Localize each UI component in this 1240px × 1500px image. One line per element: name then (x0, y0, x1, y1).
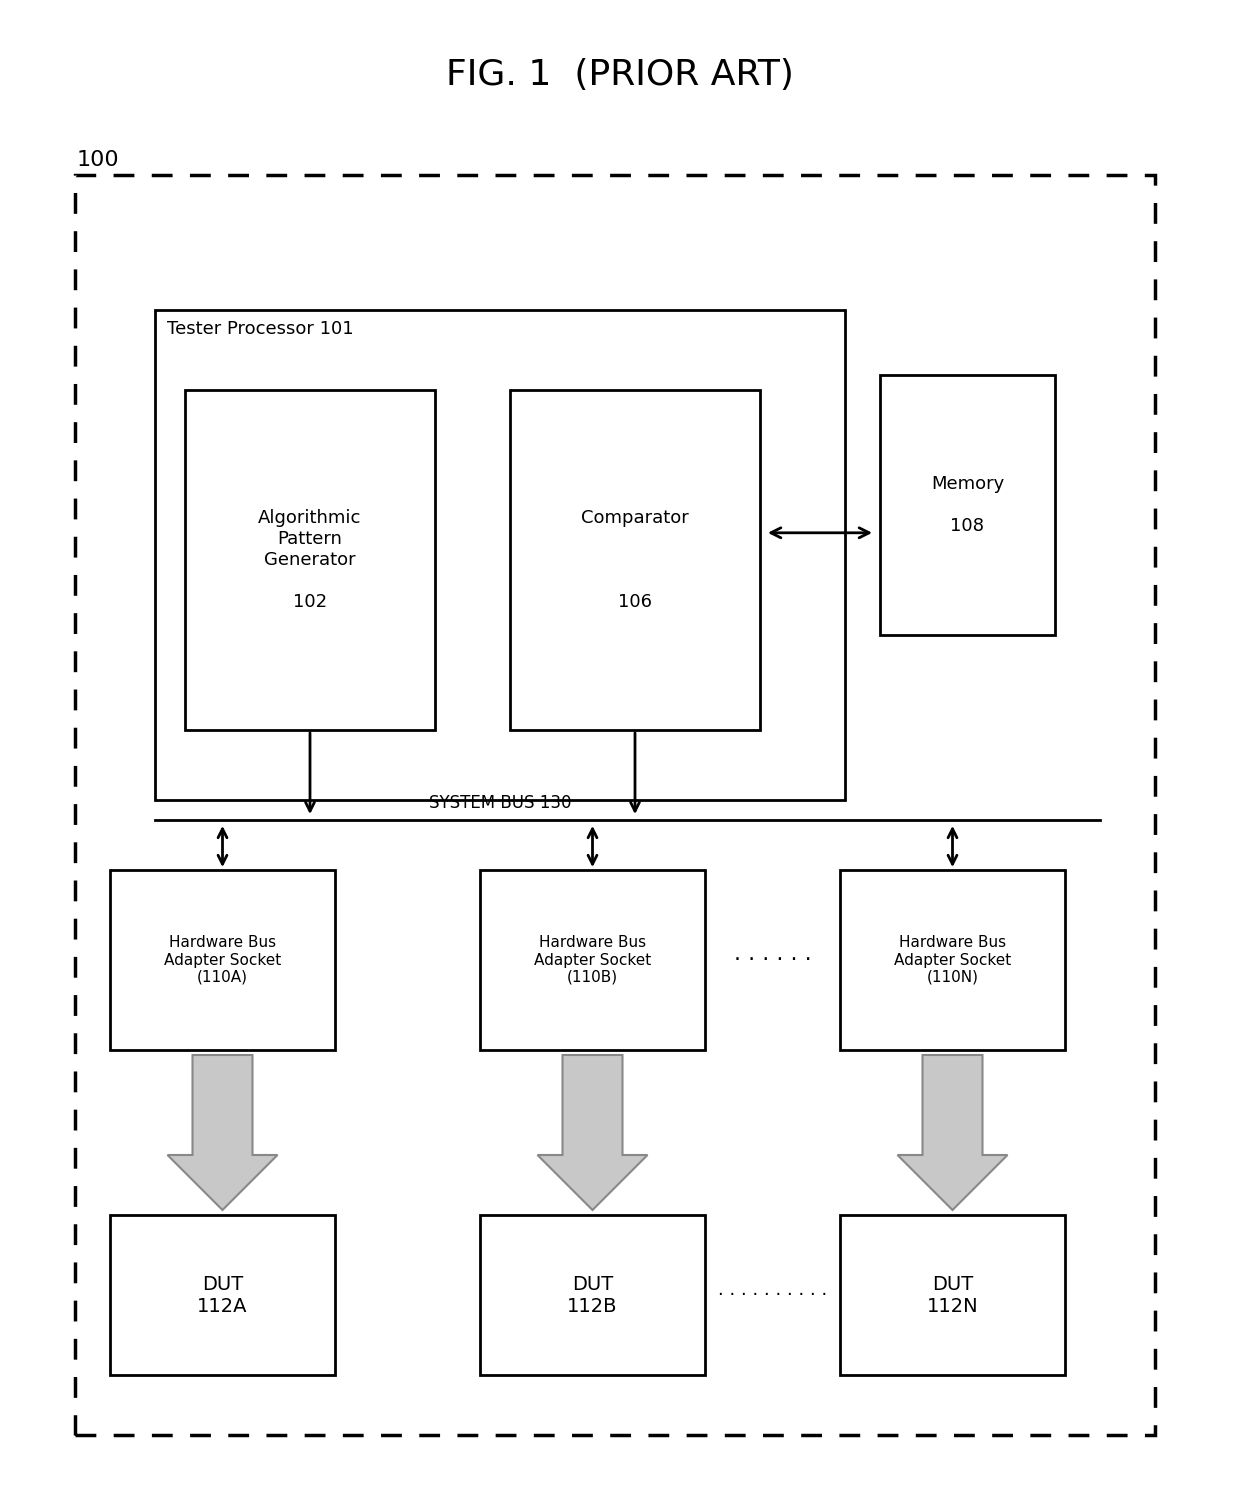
Text: Comparator



106: Comparator 106 (582, 510, 689, 610)
Bar (880, 375, 1055, 634)
Text: Algorithmic
Pattern
Generator

102: Algorithmic Pattern Generator 102 (258, 510, 362, 610)
Bar (510, 390, 760, 730)
Text: DUT
112B: DUT 112B (567, 1275, 618, 1316)
Text: · · · · · ·: · · · · · · (734, 950, 811, 970)
Bar (110, 870, 335, 1050)
Bar (839, 1215, 1065, 1376)
Text: FIG. 1  (PRIOR ART): FIG. 1 (PRIOR ART) (446, 58, 794, 92)
Polygon shape (898, 1054, 1007, 1211)
Text: DUT
112N: DUT 112N (926, 1275, 978, 1316)
Text: · · · · · · · · · ·: · · · · · · · · · · (718, 1286, 827, 1304)
Bar (155, 310, 844, 800)
Bar (839, 870, 1065, 1050)
Bar (480, 1215, 706, 1376)
Text: 100: 100 (77, 150, 119, 170)
Polygon shape (167, 1054, 278, 1211)
Text: DUT
112A: DUT 112A (197, 1275, 248, 1316)
Text: Tester Processor 101: Tester Processor 101 (167, 320, 353, 338)
Text: Hardware Bus
Adapter Socket
(110B): Hardware Bus Adapter Socket (110B) (534, 934, 651, 986)
Text: SYSTEM BUS 130: SYSTEM BUS 130 (429, 794, 572, 812)
Text: Hardware Bus
Adapter Socket
(110N): Hardware Bus Adapter Socket (110N) (894, 934, 1011, 986)
Text: Memory

108: Memory 108 (931, 476, 1004, 536)
Polygon shape (537, 1054, 647, 1211)
Text: Hardware Bus
Adapter Socket
(110A): Hardware Bus Adapter Socket (110A) (164, 934, 281, 986)
Bar (74, 176, 1154, 1436)
Bar (480, 870, 706, 1050)
Bar (185, 390, 435, 730)
Bar (110, 1215, 335, 1376)
